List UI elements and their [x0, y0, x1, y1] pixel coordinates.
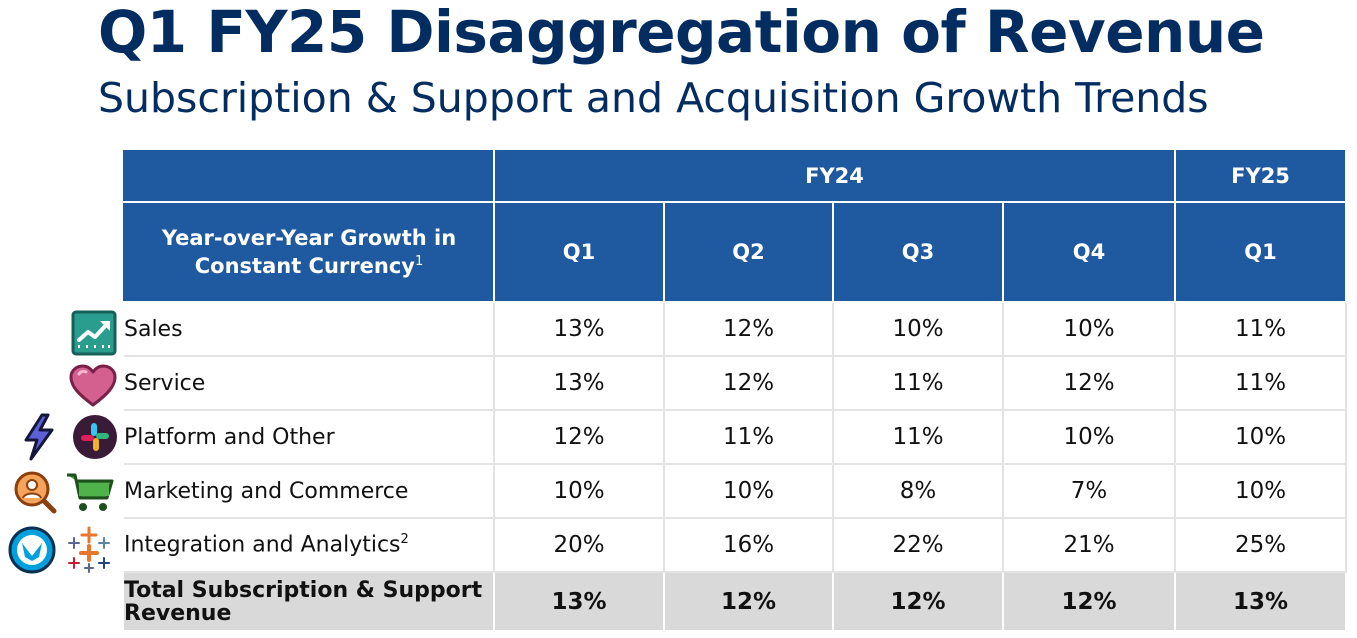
row-label-text: Integration and Analytics	[124, 532, 401, 558]
table-row: Marketing and Commerce 10% 10% 8% 7% 10%	[124, 464, 1348, 519]
group-header-fy25: FY25	[1174, 148, 1348, 203]
fiscal-year-header-row: FY24 FY25	[123, 148, 1348, 203]
total-row: Total Subscription & Support Revenue 13%…	[124, 572, 1348, 630]
table-cell: 10%	[1175, 410, 1348, 465]
quarter-header-row: Year-over-Year Growth in Constant Curren…	[123, 201, 1348, 303]
total-cell: 12%	[664, 572, 834, 630]
table-cell: 11%	[1175, 302, 1348, 357]
table-cell: 12%	[664, 356, 834, 411]
quarter-header: Q4	[1001, 201, 1177, 303]
shopping-cart-icon	[67, 473, 114, 511]
table-cell: 10%	[833, 302, 1004, 357]
metric-footnote: 1	[414, 254, 424, 269]
table-cell: 12%	[494, 410, 665, 465]
table-cell: 11%	[664, 410, 834, 465]
tableau-icon	[68, 526, 110, 573]
table-cell: 10%	[1175, 464, 1348, 519]
quarter-header: Q3	[832, 201, 1004, 303]
total-label: Total Subscription & Support Revenue	[124, 572, 495, 630]
row-label: Sales	[124, 302, 495, 357]
table-cell: 10%	[1003, 410, 1177, 465]
quarter-header: Q1	[493, 201, 665, 303]
mulesoft-icon	[8, 526, 56, 574]
table-cell: 25%	[1175, 518, 1348, 573]
table-row: Integration and Analytics2 20% 16% 22% 2…	[124, 518, 1348, 573]
table-cell: 11%	[833, 356, 1004, 411]
total-cell: 12%	[833, 572, 1004, 630]
lightning-icon	[24, 413, 54, 461]
table-cell: 11%	[1175, 356, 1348, 411]
metric-header: Year-over-Year Growth in Constant Curren…	[123, 201, 495, 303]
header-corner-cell	[123, 148, 495, 203]
slack-icon	[73, 415, 117, 459]
table-cell: 12%	[664, 302, 834, 357]
table-cell: 10%	[1003, 302, 1177, 357]
heart-icon	[69, 364, 117, 407]
table-cell: 16%	[664, 518, 834, 573]
row-label: Marketing and Commerce	[124, 464, 495, 519]
row-label: Service	[124, 356, 495, 411]
total-cell: 13%	[494, 572, 665, 630]
table-cell: 8%	[833, 464, 1004, 519]
group-header-fy24: FY24	[492, 148, 1177, 203]
table-cell: 21%	[1003, 518, 1177, 573]
row-footnote: 2	[400, 532, 409, 548]
row-label: Platform and Other	[124, 410, 495, 465]
table-cell: 12%	[1003, 356, 1177, 411]
quarter-header: Q1	[1174, 201, 1348, 303]
table-row: Sales 13% 12% 10% 10% 11%	[124, 302, 1348, 357]
table-cell: 11%	[833, 410, 1004, 465]
revenue-growth-table: FY24 FY25 Year-over-Year Growth in Const…	[123, 148, 1348, 630]
search-person-icon	[14, 471, 57, 514]
page-subtitle: Subscription & Support and Acquisition G…	[98, 74, 1209, 122]
table-cell: 7%	[1003, 464, 1177, 519]
table-cell: 20%	[494, 518, 665, 573]
table-cell: 10%	[494, 464, 665, 519]
table-cell: 13%	[494, 356, 665, 411]
sales-chart-icon	[71, 310, 117, 356]
table-cell: 13%	[494, 302, 665, 357]
quarter-header: Q2	[663, 201, 834, 303]
table-cell: 10%	[664, 464, 834, 519]
metric-label: Year-over-Year Growth in Constant Curren…	[161, 226, 457, 278]
total-cell: 12%	[1003, 572, 1177, 630]
table-cell: 22%	[833, 518, 1004, 573]
page-title: Q1 FY25 Disaggregation of Revenue	[98, 0, 1265, 66]
table-row: Platform and Other 12% 11% 11% 10% 10%	[124, 410, 1348, 465]
table-row: Service 13% 12% 11% 12% 11%	[124, 356, 1348, 411]
row-label: Integration and Analytics2	[124, 518, 495, 573]
total-cell: 13%	[1175, 572, 1348, 630]
